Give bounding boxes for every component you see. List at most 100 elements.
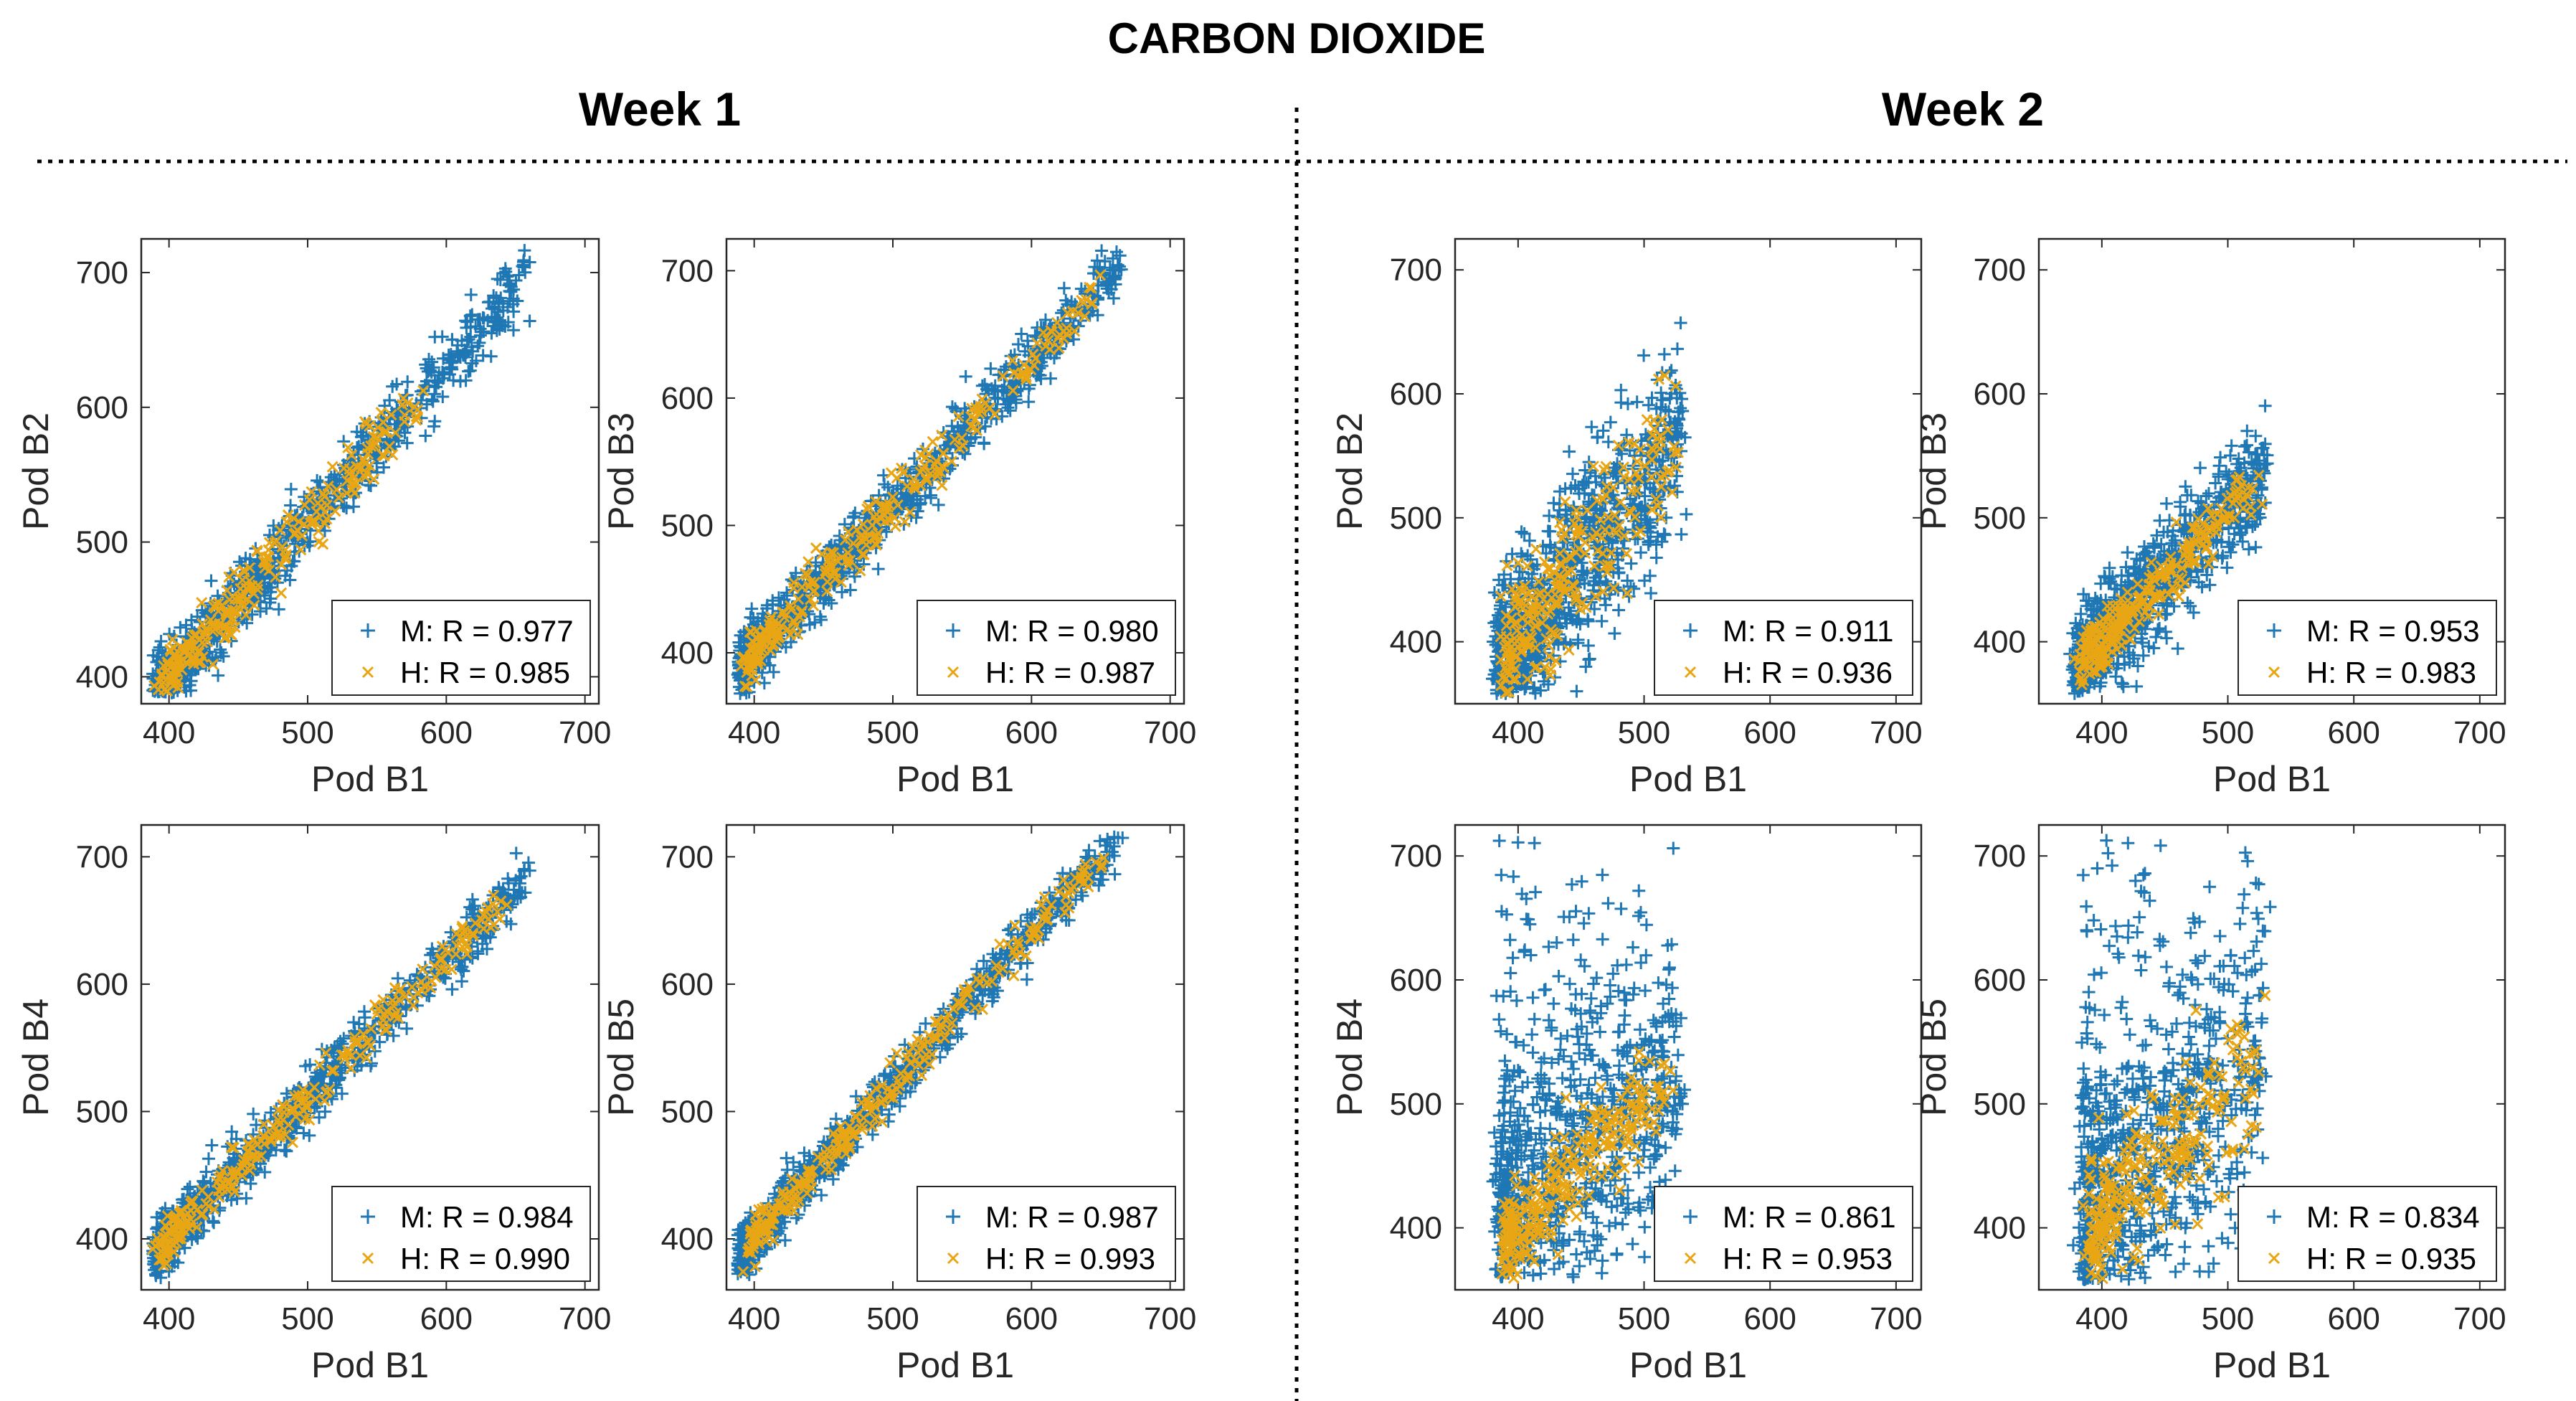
m-point xyxy=(430,380,443,394)
m-point xyxy=(493,273,507,286)
h-point xyxy=(193,644,205,656)
x-tick-label: 500 xyxy=(866,1301,919,1336)
m-point xyxy=(398,426,412,440)
x-tick-label: 500 xyxy=(1618,715,1670,750)
y-tick-label: 500 xyxy=(661,508,714,543)
h-point xyxy=(359,471,371,483)
y-tick-label: 600 xyxy=(76,967,128,1002)
m-point xyxy=(459,314,473,328)
h-point xyxy=(383,440,396,453)
m-point xyxy=(445,333,459,346)
y-axis-label: Pod B2 xyxy=(16,412,56,530)
week-2-title: Week 2 xyxy=(1882,82,2044,136)
m-point xyxy=(427,420,441,433)
m-point xyxy=(318,524,331,537)
x-tick-label: 600 xyxy=(420,715,473,750)
y-tick-label: 400 xyxy=(76,1222,128,1257)
m-point xyxy=(458,348,472,362)
y-tick-label: 700 xyxy=(661,253,714,288)
m-point xyxy=(473,336,486,349)
m-point xyxy=(204,574,218,588)
x-tick-label: 600 xyxy=(420,1301,473,1336)
m-point xyxy=(445,362,459,376)
x-tick-label: 700 xyxy=(559,1301,611,1336)
m-point xyxy=(469,354,483,367)
y-tick-label: 500 xyxy=(76,1094,128,1129)
m-point xyxy=(473,322,487,336)
x-tick-label: 500 xyxy=(281,1301,333,1336)
m-point xyxy=(284,499,298,512)
y-tick-label: 600 xyxy=(661,381,714,416)
legend-entry-m: M: R = 0.987 xyxy=(985,1200,1159,1234)
m-point xyxy=(264,585,278,599)
panels: 400 500 600 700 400 500 600 700 Pod B1 Pod B2 M: R… xyxy=(16,237,2506,1385)
m-point xyxy=(243,558,256,572)
x-tick-label: 700 xyxy=(1144,1301,1196,1336)
legend-entry-m: M: R = 0.977 xyxy=(400,614,574,648)
y-tick-label: 500 xyxy=(76,525,128,560)
m-point xyxy=(496,297,510,311)
m-point xyxy=(350,441,364,455)
y-tick-label: 700 xyxy=(1390,253,1442,288)
y-tick-label: 500 xyxy=(661,1094,714,1129)
h-point xyxy=(308,516,321,529)
x-tick-label: 700 xyxy=(1144,715,1196,750)
x-tick-label: 400 xyxy=(143,1301,195,1336)
m-point xyxy=(425,355,439,369)
x-axis-label: Pod B1 xyxy=(311,1345,429,1385)
y-tick-label: 600 xyxy=(76,390,128,425)
m-point xyxy=(390,377,404,391)
legend: M: R = 0.984 H: R = 0.990 xyxy=(331,1186,591,1282)
m-point xyxy=(451,346,465,360)
y-tick-label: 700 xyxy=(76,255,128,291)
y-tick-label: 700 xyxy=(661,839,714,874)
legend-entry-h: H: R = 0.990 xyxy=(400,1242,570,1275)
m-point xyxy=(436,390,450,404)
h-point xyxy=(295,544,307,556)
x-tick-label: 400 xyxy=(728,715,780,750)
m-point xyxy=(272,603,285,616)
y-axis-label: Pod B2 xyxy=(1330,412,1370,530)
y-axis-label: Pod B4 xyxy=(16,999,56,1116)
m-point xyxy=(428,330,442,344)
legend-entry-h: H: R = 0.985 xyxy=(400,656,570,689)
m-point xyxy=(512,268,526,282)
m-point xyxy=(300,522,313,536)
m-point xyxy=(518,265,532,279)
legend-entry-m: M: R = 0.980 xyxy=(985,614,1159,648)
m-point xyxy=(422,352,436,366)
x-tick-label: 400 xyxy=(143,715,195,750)
m-point xyxy=(421,364,435,378)
legend-entry-m: M: R = 0.984 xyxy=(400,1200,574,1234)
m-point xyxy=(298,490,311,504)
legend: M: R = 0.977 H: R = 0.985 xyxy=(331,600,591,696)
m-point xyxy=(503,285,516,298)
x-axis-label: Pod B1 xyxy=(896,1345,1014,1385)
m-point xyxy=(432,374,445,387)
x-tick-label: 700 xyxy=(1870,715,1922,750)
m-point xyxy=(400,436,414,450)
figure-title: CARBON DIOXIDE xyxy=(1108,14,1486,62)
h-point xyxy=(280,516,293,528)
x-tick-label: 500 xyxy=(281,715,333,750)
series-h-points xyxy=(148,385,430,697)
m-point xyxy=(464,288,478,301)
m-point xyxy=(490,320,503,334)
m-point xyxy=(311,473,324,487)
m-point xyxy=(217,649,230,663)
m-point xyxy=(516,255,530,269)
m-point xyxy=(463,364,477,377)
m-point xyxy=(337,435,351,448)
y-axis-label: Pod B3 xyxy=(601,412,641,530)
m-point xyxy=(401,420,415,433)
m-point xyxy=(506,324,520,337)
y-tick-label: 400 xyxy=(661,1222,714,1257)
y-axis-label: Pod B5 xyxy=(601,999,641,1116)
m-point xyxy=(420,397,434,411)
m-point xyxy=(437,352,450,365)
m-point xyxy=(471,339,485,353)
y-tick-label: 400 xyxy=(76,659,128,694)
